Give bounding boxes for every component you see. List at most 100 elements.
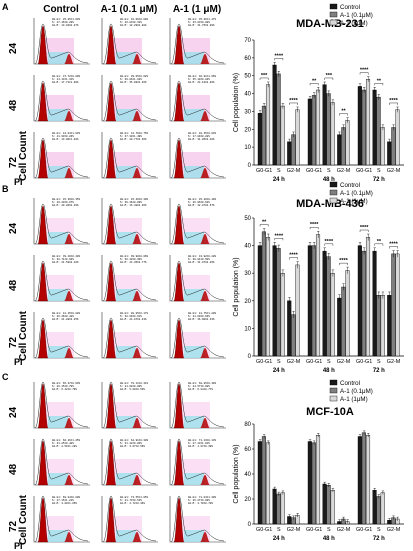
bar [311, 245, 316, 357]
histogram-stat-line: S: 47.46±0.29% [52, 21, 74, 25]
histogram-stat-line: G2-M: 18.29±0.88% [120, 24, 147, 28]
bar [380, 492, 385, 525]
histogram-stat-line: G2-M: 13.00±1.02% [52, 138, 79, 142]
phase-label: G0-G1 [306, 527, 322, 533]
histogram-stat-line: G0-G1: 48.35±0.03% [188, 132, 217, 135]
phase-label: G2-M [387, 359, 401, 365]
panel-letter-c: C [2, 372, 9, 382]
significance-label: ** [377, 239, 382, 245]
y-tick-label: 40 [244, 244, 251, 250]
legend-swatch [329, 189, 338, 196]
histogram-stat-line: G0-G1: 69.84±0.80% [52, 496, 81, 499]
significance-label: **** [325, 239, 334, 245]
histogram-stats: G0-G1: 25.95±1.03% S: 47.46±0.29% G2-M: 13… [52, 18, 80, 27]
histogram-stat-line: G2-M: 13.02±0.87% [52, 24, 79, 28]
bar [315, 89, 321, 166]
histogram-stat-line: G2-M: 20.86±0.49% [52, 204, 79, 208]
significance-bracket [309, 83, 319, 86]
bar [257, 441, 262, 525]
significance-label: *** [261, 73, 268, 79]
y-tick-label: 60 [244, 447, 251, 453]
phase-label: S [377, 168, 381, 174]
histogram-stat-line: G0-G1: 39.40±0.40% [52, 255, 81, 258]
phase-label: G2-M [287, 527, 301, 533]
bar [261, 436, 266, 525]
legend-label: A-1 (0.1μM) [340, 190, 373, 197]
bar [272, 245, 277, 357]
histogram-stats: G0-G1: 66.26±1.25% S: 31.25±0.48% G2-M: 2.… [52, 439, 80, 448]
histogram-stat-line: G0-G1: 70.11±0.31% [120, 382, 149, 385]
histogram-b-24h-col2: G0-G1: 45.26±0.30% S: 39.46±0.09% G2-M: 15… [98, 196, 160, 248]
histogram-stat-line: G0-G1: 45.20±0.40% [188, 198, 217, 201]
bar [295, 264, 300, 357]
histogram-stats: G0-G1: 37.72±0.09% S: 44.13±1.31% G2-M: 17… [52, 75, 80, 84]
histogram-stat-line: S: 38.69±0.61% [120, 315, 142, 319]
bar [326, 93, 331, 166]
histogram-stat-line: S: 36.26±0.42% [52, 315, 74, 319]
bar [326, 485, 331, 525]
significance-bracket [389, 102, 398, 105]
histogram-stat-line: G0-G1: 41.79±0.75% [120, 132, 149, 135]
histogram-stat-line: G2-M: 24.07±0.43% [120, 318, 147, 322]
histogram-stats: G0-G1: 39.05±0.02% S: 39.86±1.10% G2-M: 35… [120, 75, 148, 84]
histogram-b-72h-col2: G0-G1: 38.85±0.17% S: 38.69±0.61% G2-M: 24… [98, 310, 160, 362]
histogram-c-72h-col2: G0-G1: 73.55±1.05% S: 21.73±0.54% G2-M: 4.… [98, 494, 160, 546]
histogram-stat-line: S: 39.86±1.10% [120, 78, 142, 82]
histogram-stat-line: G0-G1: 41.45±0.88% [52, 312, 81, 315]
histogram-stat-line: G0-G1: 65.27±0.93% [52, 382, 81, 385]
bar [345, 120, 350, 166]
bar [380, 295, 385, 357]
bar [287, 141, 292, 166]
histogram-stat-line: G2-M: 3.70±0.70% [188, 502, 213, 506]
histogram-stat-line: G0-G1: 64.91±0.30% [120, 439, 149, 442]
histogram-c-24h-col1: G0-G1: 65.27±0.93% S: 26.15±0.79% G2-M: 6.… [30, 380, 92, 432]
histogram-stats: G0-G1: 64.91±0.30% S: 31.42±0.06% G2-M: 3.… [120, 439, 148, 448]
timepoint-label: 48 h [323, 368, 335, 374]
histogram-stats: G0-G1: 44.04±1.03% S: 41.93±0.26% G2-M: 13… [52, 132, 80, 141]
significance-label: **** [389, 242, 398, 248]
phase-label: S [277, 168, 281, 174]
significance-label: ** [312, 78, 317, 84]
bar [380, 127, 385, 166]
histogram-c-48h-col2: G0-G1: 64.91±0.30% S: 31.42±0.06% G2-M: 3.… [98, 437, 160, 489]
y-axis-label: Cell population (%) [233, 73, 240, 132]
bar [287, 300, 292, 357]
bar [265, 84, 271, 166]
histogram-stat-line: S: 17.89±0.28% [188, 135, 210, 139]
significance-label: **** [339, 258, 348, 264]
histogram-stat-line: G0-G1: 39.90±0.06% [120, 255, 149, 258]
y-tick-label: 50 [244, 216, 251, 222]
histogram-stats: G0-G1: 39.40±0.40% S: 38.71±0.66% G2-M: 21… [52, 255, 80, 264]
histogram-b-48h-col2: G0-G1: 39.90±0.06% S: 36.40±0.36% G2-M: 24… [98, 253, 160, 305]
y-tick-label: 20 [244, 497, 251, 503]
y-tick-label: 40 [244, 472, 251, 478]
phase-label: S [377, 359, 381, 365]
bar [307, 245, 312, 357]
x-axis-label-pi: PI [14, 357, 23, 367]
column-header-a1-high: A-1 (1 μM) [172, 4, 222, 15]
bar [276, 493, 281, 525]
bar [357, 245, 362, 357]
significance-bracket [389, 246, 398, 249]
histogram-stats: G0-G1: 73.55±1.05% S: 21.73±0.54% G2-M: 4.… [120, 496, 148, 505]
bar [291, 314, 296, 357]
histogram-stat-line: G0-G1: 39.05±0.02% [120, 75, 149, 78]
bar [361, 250, 366, 357]
histogram-c-72h-col1: G0-G1: 69.84±0.80% S: 27.15±1.24% G2-M: 3.… [30, 494, 92, 546]
significance-label: **** [310, 222, 319, 228]
significance-label: **** [360, 68, 369, 74]
histogram-stat-line: G0-G1: 45.26±0.30% [120, 198, 149, 201]
legend-swatch [329, 19, 338, 26]
significance-bracket [259, 77, 269, 80]
histogram-stat-line: S: 44.13±1.31% [52, 78, 74, 82]
panel-letter-a: A [2, 2, 9, 12]
significance-bracket [274, 58, 284, 61]
phase-label: G2-M [287, 359, 301, 365]
timepoint-label: 24 h [273, 368, 285, 374]
histogram-stat-line: G0-G1: 45.39±0.35% [52, 198, 81, 201]
bar [291, 134, 296, 166]
x-axis-label-pi: PI [14, 177, 23, 187]
legend-label: A-1 (1μM) [340, 198, 368, 205]
legend-swatch [329, 181, 338, 188]
histogram-stat-line: G2-M: 31.07±0.26% [188, 261, 215, 265]
